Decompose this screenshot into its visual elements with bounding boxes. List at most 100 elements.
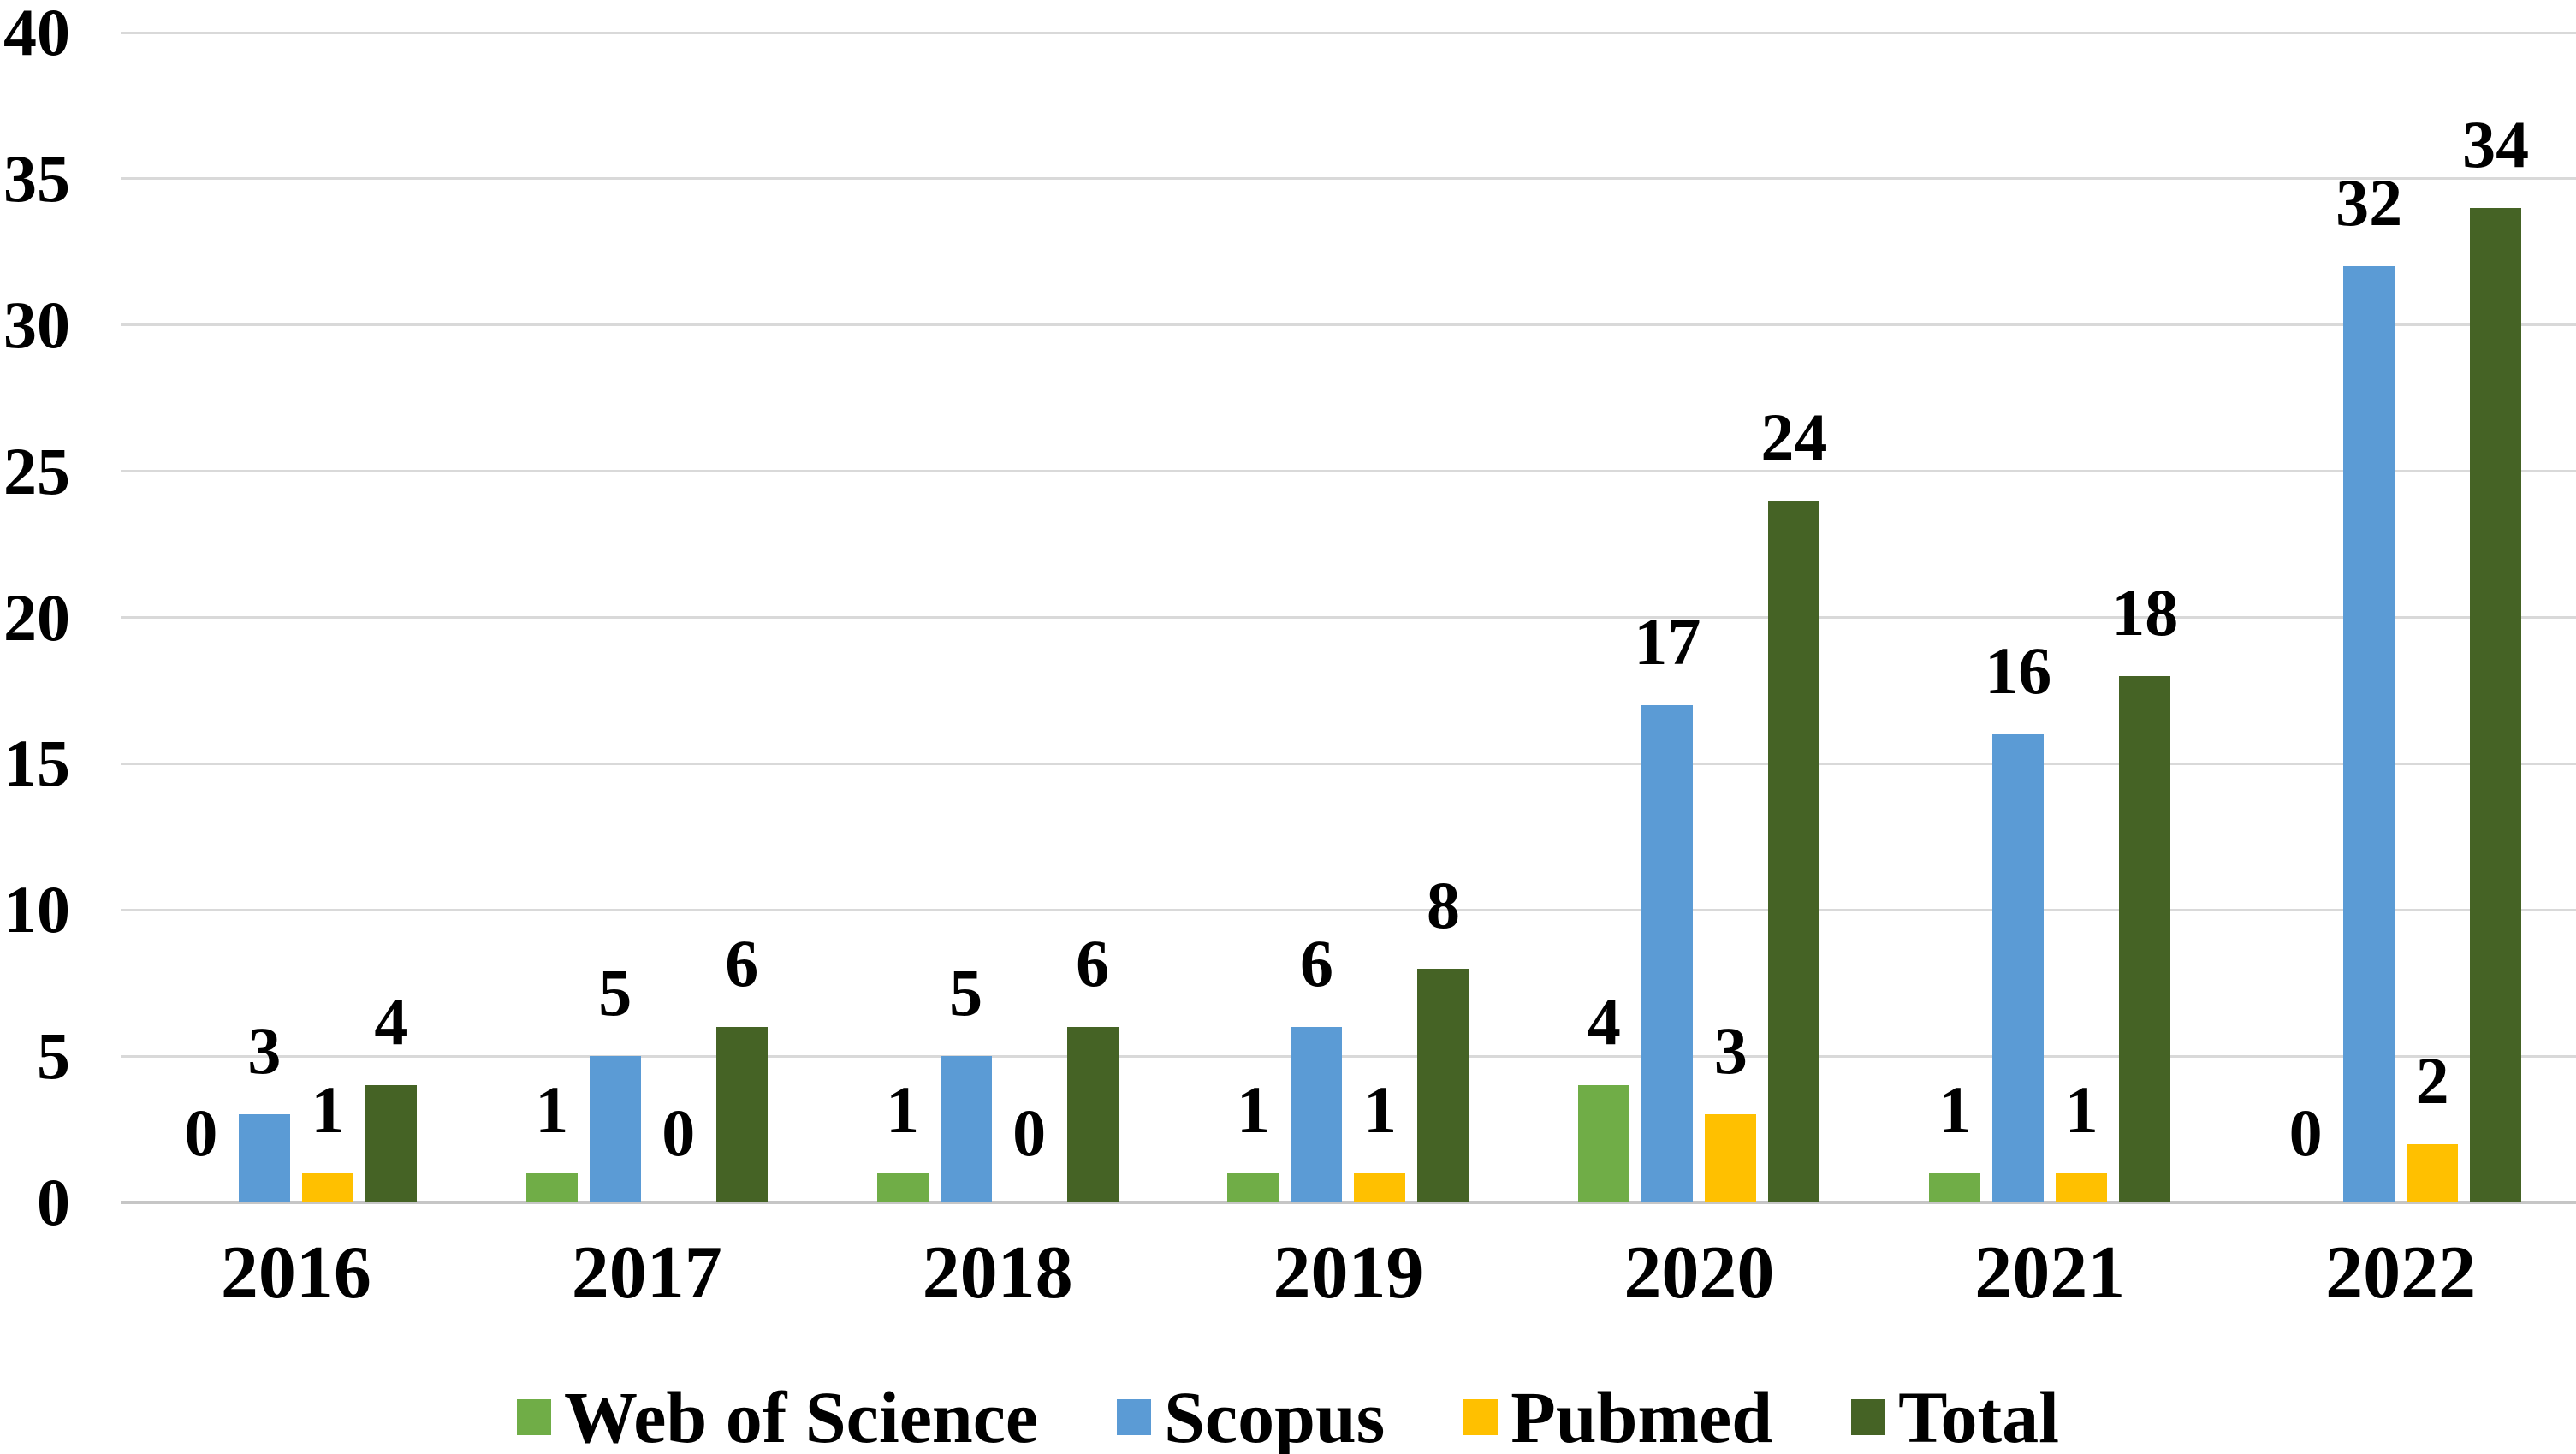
legend-item: Scopus: [1117, 1380, 1385, 1454]
y-axis-tick-label: 10: [3, 872, 70, 947]
bar-value-label: 4: [374, 984, 408, 1059]
y-axis-tick-label: 15: [3, 726, 70, 801]
x-axis-line: [121, 1201, 2576, 1204]
bar-value-label: 5: [598, 955, 632, 1030]
bar-slot: 1: [301, 33, 353, 1202]
gridline: [121, 908, 2576, 911]
x-axis-category-label: 2020: [1623, 1231, 1775, 1315]
y-axis-tick-label: 40: [3, 0, 70, 69]
bar: [1291, 1026, 1343, 1202]
bar: [238, 1114, 290, 1202]
bar-slot: 0: [653, 33, 704, 1202]
bar: [876, 1172, 929, 1202]
gridline: [121, 1054, 2576, 1058]
bar: [525, 1172, 578, 1202]
bar-value-label: 16: [1985, 633, 2052, 709]
bar: [1578, 1085, 1630, 1202]
bar: [365, 1085, 417, 1202]
bar-value-label: 0: [662, 1095, 696, 1170]
y-axis-tick-label: 25: [3, 433, 70, 508]
legend-item: Web of Science: [516, 1376, 1039, 1454]
bar-slot: 34: [2462, 33, 2529, 1202]
bar-value-label: 8: [1426, 867, 1460, 942]
bar: [1992, 734, 2045, 1202]
bar-slot: 1: [1227, 33, 1279, 1202]
bar-value-label: 1: [1362, 1071, 1397, 1147]
bar-value-label: 34: [2462, 107, 2530, 182]
legend-label: Total: [1898, 1376, 2060, 1454]
legend-label: Pubmed: [1511, 1376, 1773, 1454]
bar-value-label: 5: [949, 955, 983, 1030]
legend-item: Pubmed: [1463, 1380, 1772, 1454]
bar-slot: 6: [1066, 33, 1119, 1202]
bar: [1929, 1172, 1981, 1202]
bar: [1768, 500, 1820, 1202]
legend-label: Web of Science: [563, 1376, 1039, 1454]
bar: [2343, 266, 2395, 1202]
y-axis-tick-label: 0: [37, 1165, 70, 1239]
bar-value-label: 1: [886, 1071, 920, 1147]
bar-value-label: 1: [311, 1071, 345, 1147]
bar-value-label: 3: [1713, 1013, 1748, 1089]
bar-value-label: 6: [1076, 925, 1110, 1000]
bar: [2407, 1143, 2459, 1202]
bar-value-label: 17: [1634, 604, 1701, 680]
bar-slot: 6: [1291, 33, 1343, 1202]
bar-value-label: 4: [1587, 984, 1621, 1059]
bar: [1641, 705, 1694, 1202]
x-axis-category-label: 2019: [1273, 1231, 1424, 1315]
bar-value-label: 6: [725, 925, 759, 1000]
legend-item: Total: [1851, 1380, 2059, 1454]
x-axis-category-label: 2022: [2325, 1231, 2477, 1315]
bar-slot: 1: [2056, 33, 2108, 1202]
bar-slot: 1: [525, 33, 578, 1202]
bar-slot: 32: [2336, 33, 2402, 1202]
bar-group: 1 16 1 18: [1874, 33, 2225, 1202]
gridline: [121, 177, 2576, 181]
bar-value-label: 0: [1012, 1095, 1047, 1170]
bar-slot: 2: [2407, 33, 2459, 1202]
bar-value-label: 18: [2111, 574, 2179, 650]
bar-slot: 0: [2280, 33, 2331, 1202]
bar-value-label: 2: [2415, 1042, 2449, 1118]
bar-group: 0 32 2 34: [2225, 33, 2576, 1202]
bar: [1354, 1172, 1406, 1202]
gridline: [121, 470, 2576, 473]
bar-value-label: 32: [2336, 165, 2403, 240]
bar-slot: 5: [589, 33, 641, 1202]
bar-slot: 16: [1985, 33, 2051, 1202]
bar: [301, 1172, 353, 1202]
bar-slot: 3: [238, 33, 290, 1202]
bar: [589, 1056, 641, 1202]
y-axis-tick-label: 35: [3, 140, 70, 216]
bar-slot: 5: [940, 33, 992, 1202]
bar-slot: 18: [2111, 33, 2178, 1202]
bar-slot: 3: [1705, 33, 1757, 1202]
bar-value-label: 0: [184, 1095, 218, 1170]
bar-value-label: 24: [1760, 399, 1828, 474]
legend-swatch: [1117, 1399, 1152, 1435]
x-axis-category-label: 2018: [922, 1231, 1073, 1315]
bar-slot: 1: [1354, 33, 1406, 1202]
bar: [1417, 968, 1469, 1202]
bar-slot: 17: [1634, 33, 1701, 1202]
legend-swatch: [1851, 1399, 1886, 1435]
bar-value-label: 1: [1938, 1071, 1972, 1147]
y-axis-tick-label: 5: [37, 1018, 70, 1094]
bar-slot: 1: [876, 33, 929, 1202]
y-axis-tick-label: 20: [3, 579, 70, 655]
bar-value-label: 1: [2064, 1071, 2098, 1147]
bar: [1705, 1114, 1757, 1202]
bar-group: 4 17 3 24: [1523, 33, 1874, 1202]
bar: [2119, 675, 2171, 1202]
bar-slot: 0: [1004, 33, 1055, 1202]
bar-value-label: 1: [1236, 1071, 1270, 1147]
bar: [715, 1026, 768, 1202]
bar-slot: 4: [365, 33, 417, 1202]
bar: [2056, 1172, 2108, 1202]
gridline: [121, 616, 2576, 619]
